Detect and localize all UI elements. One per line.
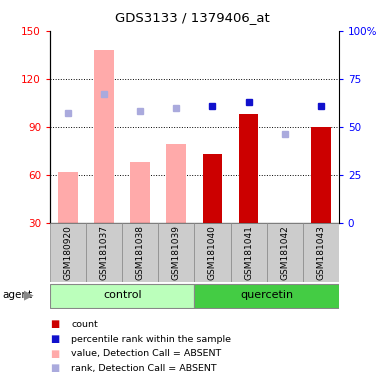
Bar — [86, 223, 122, 282]
Text: agent: agent — [2, 290, 32, 300]
Bar — [194, 283, 339, 308]
Text: ▶: ▶ — [25, 289, 34, 302]
Text: ■: ■ — [50, 349, 59, 359]
Bar — [311, 127, 331, 223]
Text: count: count — [71, 320, 98, 329]
Bar — [194, 223, 231, 282]
Text: ■: ■ — [50, 319, 59, 329]
Bar — [275, 223, 295, 242]
Text: GSM181042: GSM181042 — [280, 225, 289, 280]
Text: quercetin: quercetin — [240, 290, 293, 300]
Text: GSM180920: GSM180920 — [64, 225, 73, 280]
Bar — [231, 223, 266, 282]
Text: GSM181039: GSM181039 — [172, 225, 181, 280]
Text: GSM181040: GSM181040 — [208, 225, 217, 280]
Bar — [131, 162, 150, 223]
Bar — [239, 114, 258, 223]
Text: percentile rank within the sample: percentile rank within the sample — [71, 334, 231, 344]
Text: GSM181037: GSM181037 — [100, 225, 109, 280]
Text: GSM181043: GSM181043 — [316, 225, 325, 280]
Text: GDS3133 / 1379406_at: GDS3133 / 1379406_at — [115, 11, 270, 24]
Text: rank, Detection Call = ABSENT: rank, Detection Call = ABSENT — [71, 364, 217, 373]
Text: GSM181038: GSM181038 — [136, 225, 145, 280]
Bar — [303, 223, 339, 282]
Text: ■: ■ — [50, 363, 59, 373]
Text: ■: ■ — [50, 334, 59, 344]
Bar — [50, 283, 194, 308]
Text: value, Detection Call = ABSENT: value, Detection Call = ABSENT — [71, 349, 221, 358]
Bar — [58, 172, 78, 223]
Bar — [203, 154, 223, 223]
Bar — [50, 223, 86, 282]
Text: GSM181041: GSM181041 — [244, 225, 253, 280]
Bar — [266, 223, 303, 282]
Bar — [158, 223, 194, 282]
Text: control: control — [103, 290, 142, 300]
Bar — [166, 144, 186, 223]
Bar — [122, 223, 158, 282]
Bar — [94, 50, 114, 223]
